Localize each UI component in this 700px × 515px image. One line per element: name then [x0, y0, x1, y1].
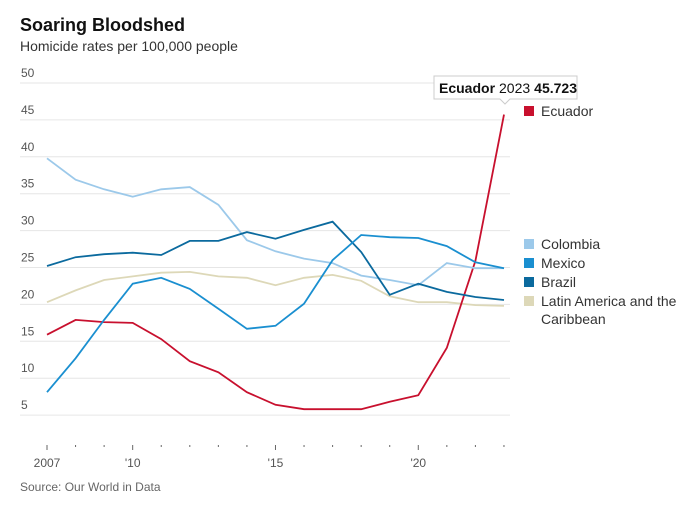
- legend-label: Ecuador: [541, 103, 593, 119]
- tooltip-series: Ecuador: [439, 80, 496, 96]
- series-line-latin-america-and-the-caribbean[interactable]: [46, 270, 505, 307]
- tooltip-box: [433, 75, 578, 105]
- tooltip-year: 2023: [499, 80, 530, 96]
- y-tick-label: 50: [21, 66, 35, 80]
- legend-swatch: [524, 239, 534, 249]
- tooltip-value: 45.723: [534, 80, 577, 96]
- source-note: Source: Our World in Data: [20, 480, 161, 494]
- chart-title: Soaring Bloodshed: [20, 15, 186, 35]
- legend-label: Latin America and the Caribbean: [541, 293, 677, 327]
- x-tick-label: '15: [268, 456, 284, 470]
- legend-swatch: [524, 277, 534, 287]
- series-line-ecuador[interactable]: [46, 114, 505, 411]
- legend-swatch: [524, 258, 534, 268]
- legend-swatch: [524, 296, 534, 306]
- legend-label: Colombia: [541, 236, 600, 252]
- tooltip-text: Ecuador 2023 45.723: [439, 80, 577, 96]
- y-tick-label: 35: [21, 177, 35, 191]
- legend-swatch: [524, 106, 534, 116]
- y-tick-label: 25: [21, 251, 35, 265]
- y-tick-label: 10: [21, 361, 35, 375]
- y-tick-label: 40: [21, 140, 35, 154]
- chart-subtitle: Homicide rates per 100,000 people: [20, 38, 238, 54]
- y-tick-label: 5: [21, 398, 28, 412]
- legend-label: Mexico: [541, 255, 586, 271]
- x-tick-label: '10: [125, 456, 141, 470]
- y-tick-label: 30: [21, 214, 35, 228]
- series-line-colombia[interactable]: [46, 157, 504, 287]
- series-line-mexico[interactable]: [46, 234, 505, 393]
- x-tick-label: '20: [410, 456, 426, 470]
- y-tick-label: 45: [21, 103, 35, 117]
- y-tick-label: 15: [21, 324, 35, 338]
- legend-label: Brazil: [541, 274, 576, 290]
- y-tick-label: 20: [21, 287, 35, 301]
- series-line-brazil[interactable]: [46, 220, 505, 301]
- x-tick-label: 2007: [34, 456, 61, 470]
